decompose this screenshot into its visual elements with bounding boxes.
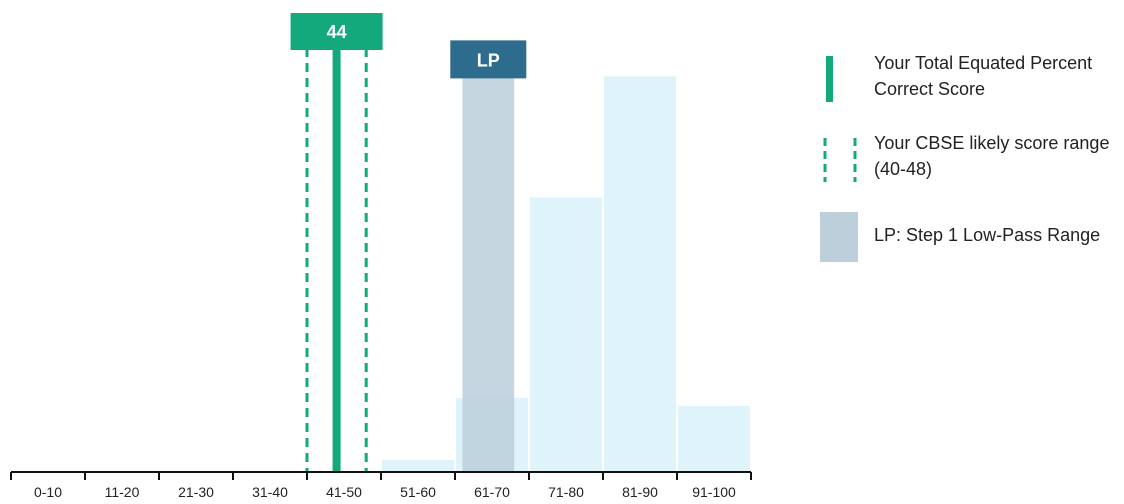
x-tick-label-21-30: 21-30 xyxy=(178,484,214,500)
total-score-label: 44 xyxy=(327,22,347,42)
legend-item-likely-range: Your CBSE likely score range (40-48) xyxy=(820,130,1120,190)
legend-label-likely-range: Your CBSE likely score range (40-48) xyxy=(874,133,1110,179)
x-tick-label-31-40: 31-40 xyxy=(252,484,288,500)
score-distribution-chart: LP 44 0-10 11-20 21-30 31-40 41-50 51-60 61-70 71… xyxy=(10,13,752,500)
x-tick-label-41-50: 41-50 xyxy=(326,484,362,500)
low-pass-swatch-icon xyxy=(820,212,858,262)
legend-item-total-score: Your Total Equated Percent Correct Score xyxy=(820,50,1120,110)
legend-label-low-pass: LP: Step 1 Low-Pass Range xyxy=(874,225,1101,245)
distribution-bar-81-90 xyxy=(604,76,676,473)
distribution-bar-51-60 xyxy=(382,460,454,472)
x-tick-label-81-90: 81-90 xyxy=(622,484,658,500)
solid-line-swatch-icon xyxy=(826,56,833,102)
x-tick-label-0-10: 0-10 xyxy=(34,484,62,500)
x-tick-label-71-80: 71-80 xyxy=(548,484,584,500)
total-score-label-box xyxy=(290,13,383,50)
legend-item-low-pass: LP: Step 1 Low-Pass Range xyxy=(820,210,1120,270)
legend: Your Total Equated Percent Correct Score… xyxy=(820,50,1120,290)
distribution-bar-91-100 xyxy=(678,405,750,472)
low-pass-band xyxy=(462,78,515,472)
distribution-bar-71-80 xyxy=(530,197,602,472)
dashed-lines-swatch-icon xyxy=(823,138,857,182)
x-tick-label-91-100: 91-100 xyxy=(692,484,736,500)
x-tick-label-61-70: 61-70 xyxy=(474,484,510,500)
legend-label-total-score: Your Total Equated Percent Correct Score xyxy=(874,53,1093,99)
x-tick-label-11-20: 11-20 xyxy=(105,484,140,500)
x-tick-label-51-60: 51-60 xyxy=(400,484,436,500)
low-pass-label-box xyxy=(450,40,527,79)
low-pass-label: LP xyxy=(477,50,500,70)
